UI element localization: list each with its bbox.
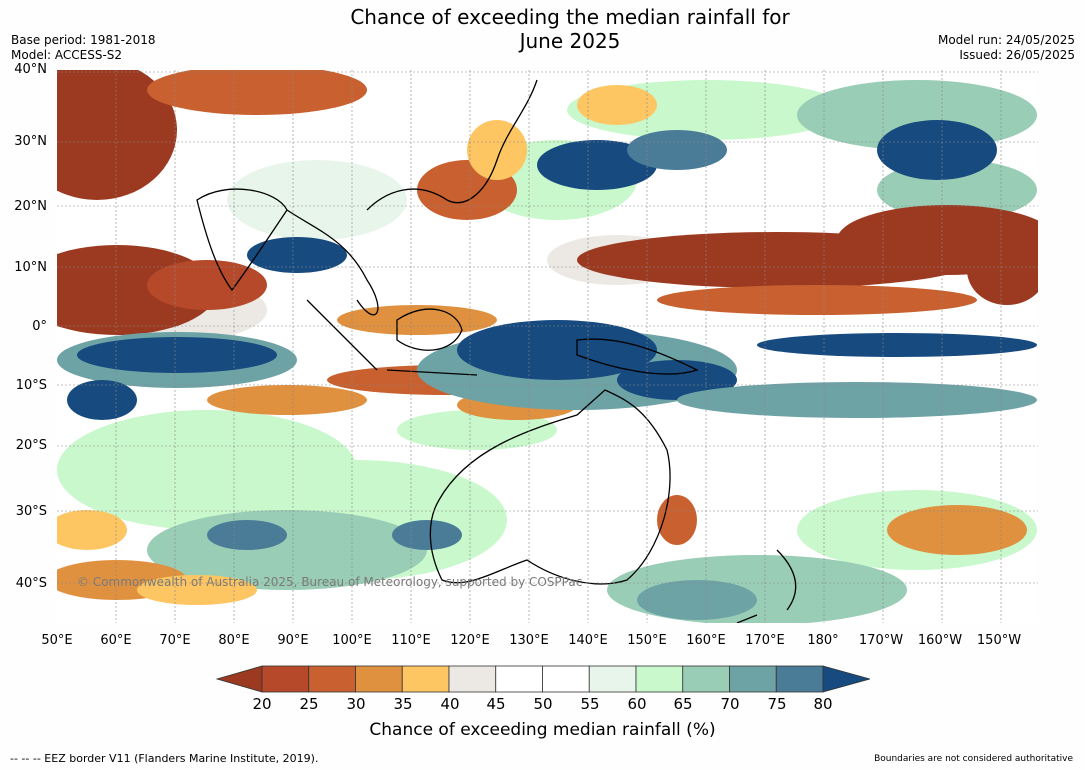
new-zealand-outline: [736, 549, 797, 623]
colorbar-segment: [401, 665, 450, 693]
colorbar-tick: 20: [252, 695, 272, 713]
lon-label-110e: 110°E: [391, 633, 431, 648]
india-outline: [196, 188, 288, 292]
colorbar-tick: 65: [673, 695, 693, 713]
header-right: Model run: 24/05/2025 Issued: 26/05/2025: [938, 33, 1075, 63]
header-left: Base period: 1981-2018 Model: ACCESS-S2: [11, 33, 156, 63]
colorbar-tick: 25: [299, 695, 319, 713]
lat-label-40n: 40°N: [14, 62, 47, 77]
title-line-2: June 2025: [519, 29, 621, 53]
lon-label-120e: 120°E: [450, 633, 490, 648]
lon-label-150e: 150°E: [627, 633, 667, 648]
colorbar-tick: 55: [580, 695, 600, 713]
lon-label-50e: 50°E: [41, 633, 73, 648]
colorbar-segment: [448, 665, 497, 693]
eez-border-note: -- -- -- EEZ border V11 (Flanders Marine…: [10, 752, 319, 765]
lon-label-130e: 130°E: [509, 633, 549, 648]
colorbar: [215, 665, 870, 693]
australia-outline: [429, 389, 671, 585]
lat-label-20s: 20°S: [15, 438, 47, 453]
colorbar-tick: 80: [813, 695, 833, 713]
colorbar-segment: [355, 665, 403, 693]
lat-label-0: 0°: [32, 319, 47, 334]
colorbar-arrow-low: [215, 665, 263, 693]
colorbar-segment: [308, 665, 356, 693]
lat-label-30s: 30°S: [15, 504, 47, 519]
title-line-1: Chance of exceeding the median rainfall …: [350, 5, 790, 29]
colorbar-title: Chance of exceeding median rainfall (%): [369, 720, 716, 740]
new-guinea-outline: [576, 338, 699, 375]
sumatra-java: [306, 299, 478, 376]
graticule: [57, 70, 1038, 623]
colorbar-tick: 75: [767, 695, 787, 713]
lon-label-160e: 160°E: [686, 633, 726, 648]
colorbar-tick: 35: [393, 695, 413, 713]
colorbar-segment: [635, 665, 684, 693]
lon-label-60e: 60°E: [100, 633, 132, 648]
model-run: Model run: 24/05/2025: [937, 33, 1075, 47]
lon-label-70e: 70°E: [159, 633, 191, 648]
land-outlines: [196, 79, 797, 623]
colorbar-segments: [215, 665, 870, 693]
lat-label-10n: 10°N: [14, 260, 47, 275]
colorbar-segment: [261, 665, 310, 693]
colorbar-tick: 30: [346, 695, 366, 713]
issued-date: Issued: 26/05/2025: [959, 48, 1075, 62]
colorbar-tick: 45: [486, 695, 506, 713]
asia-coast: [286, 79, 538, 316]
lon-label-180: 180°: [807, 633, 839, 648]
lon-label-160w: 160°W: [917, 633, 963, 648]
colorbar-tick: 70: [720, 695, 740, 713]
borneo-outline: [396, 308, 463, 351]
colorbar-segment: [542, 665, 590, 693]
lat-label-30n: 30°N: [14, 134, 47, 149]
rainfall-probability-map: © Commonwealth of Australia 2025, Bureau…: [57, 70, 1038, 623]
lon-label-140e: 140°E: [568, 633, 608, 648]
colorbar-tick: 50: [533, 695, 553, 713]
colorbar-segment: [682, 665, 730, 693]
boundaries-disclaimer: Boundaries are not considered authoritat…: [874, 754, 1073, 764]
colorbar-tick: 40: [440, 695, 460, 713]
colorbar-segment: [495, 665, 543, 693]
lon-label-100e: 100°E: [332, 633, 372, 648]
map-shading: [57, 70, 1038, 623]
base-period: Base period: 1981-2018: [11, 33, 156, 47]
colorbar-arrow-high: [822, 665, 870, 693]
lat-label-10s: 10°S: [15, 378, 47, 393]
model-name: Model: ACCESS-S2: [11, 48, 123, 62]
colorbar-segment: [729, 665, 777, 693]
lon-label-80e: 80°E: [218, 633, 250, 648]
lon-label-170w: 170°W: [858, 633, 904, 648]
map-title: Chance of exceeding the median rainfall …: [0, 5, 1085, 53]
colorbar-segment: [775, 665, 824, 693]
lon-label-150w: 150°W: [976, 633, 1022, 648]
colorbar-tick: 60: [627, 695, 647, 713]
lon-label-170e: 170°E: [745, 633, 785, 648]
lat-label-40s: 40°S: [15, 576, 47, 591]
lon-label-90e: 90°E: [277, 633, 309, 648]
colorbar-segment: [588, 665, 637, 693]
lat-label-20n: 20°N: [14, 199, 47, 214]
copyright-notice: © Commonwealth of Australia 2025, Bureau…: [77, 575, 582, 589]
